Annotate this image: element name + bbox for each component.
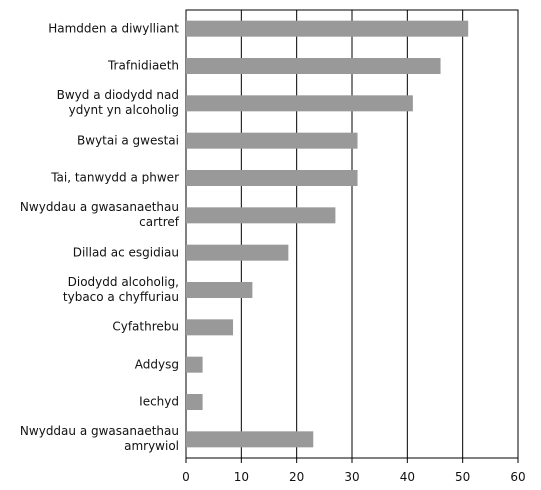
bar	[186, 244, 289, 261]
bar	[186, 170, 358, 186]
y-tick-label: Nwyddau a gwasanaethau cartref	[19, 200, 179, 230]
bar	[186, 394, 203, 410]
bar	[186, 58, 441, 74]
bar	[186, 319, 234, 336]
y-tick-label: Trafnidiaeth	[107, 58, 179, 73]
y-tick-label: Dillad ac esgidiau	[72, 245, 179, 260]
y-tick-label: Tai, tanwydd a phwer	[51, 170, 179, 185]
y-tick-label: Bwyd a diodydd nad ydynt yn alcoholig	[56, 88, 179, 118]
x-tick-label: 50	[455, 470, 471, 484]
x-tick-label: 10	[233, 470, 249, 484]
y-tick-label: Addysg	[134, 357, 179, 372]
y-tick-label: Iechyd	[139, 394, 179, 409]
bar	[186, 356, 203, 373]
bar	[186, 132, 358, 149]
bar	[186, 20, 469, 37]
y-tick-label: Cyfathrebu	[112, 319, 179, 334]
plot-frame	[185, 9, 519, 459]
y-tick-label: Nwyddau a gwasanaethau amrywiol	[19, 424, 179, 454]
x-tick-label: 40	[399, 470, 415, 484]
x-tick-label: 30	[344, 470, 360, 484]
x-tick-label: 60	[510, 470, 526, 484]
bar	[186, 207, 336, 224]
x-tick-label: 0	[182, 470, 190, 484]
bar	[186, 431, 314, 448]
y-tick-label: Bwytai a gwestai	[77, 133, 179, 148]
y-tick-label: Hamdden a diwylliant	[48, 21, 179, 36]
bar	[186, 282, 253, 298]
x-tick-label: 20	[289, 470, 305, 484]
bar	[186, 95, 413, 112]
y-tick-label: Diodydd alcoholig, tybaco a chyffuriau	[62, 275, 179, 304]
